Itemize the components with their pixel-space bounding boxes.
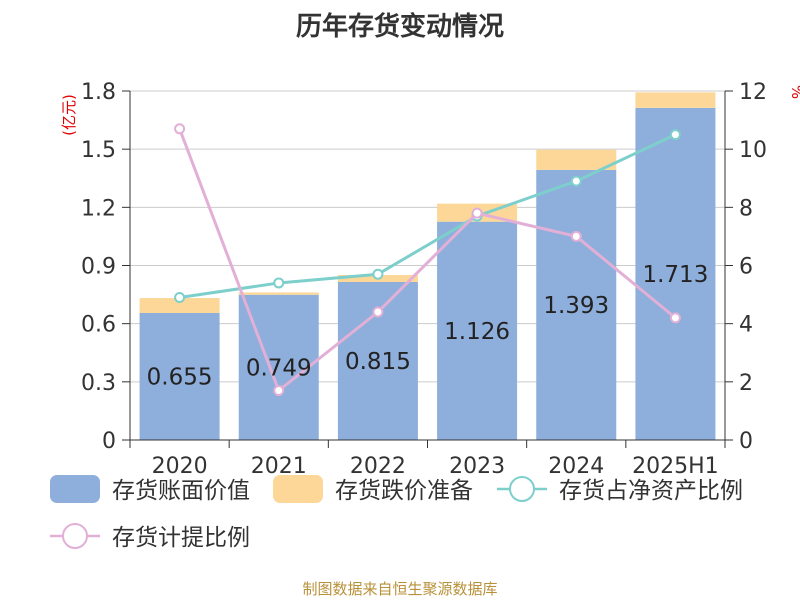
bar-inventory-impairment-provision: [139, 298, 220, 314]
left-tick-label: 1.5: [81, 138, 116, 163]
point-inventory-to-net-assets: [669, 129, 681, 141]
x-tick-label: 2021: [251, 454, 307, 479]
right-tick-label: 2: [739, 371, 753, 396]
left-tick-label: 0.6: [81, 313, 116, 338]
bar-inventory-book-value: [437, 221, 518, 440]
right-tick-label: 12: [739, 80, 767, 105]
x-tick-label: 2020: [152, 454, 208, 479]
bar-value-label: 1.713: [642, 262, 708, 288]
left-axis-unit: (亿元): [60, 94, 78, 136]
data-labels: 0.655 0.749 0.815 1.126 1.393 1.713: [147, 262, 709, 391]
legend-swatch: [273, 475, 323, 503]
bar-value-label: 0.655: [147, 365, 213, 391]
bar-inventory-book-value: [635, 107, 716, 440]
legend-marker: [509, 476, 535, 502]
point-inventory-to-net-assets: [174, 291, 186, 303]
x-tick-label: 2023: [449, 454, 505, 479]
point-provision-ratio: [471, 207, 483, 219]
legend-marker: [62, 523, 88, 549]
bar-value-label: 0.815: [345, 349, 411, 375]
x-tick-label: 2024: [548, 454, 604, 479]
bar-inventory-book-value: [536, 169, 617, 440]
bar-inventory-impairment-provision: [536, 149, 617, 170]
x-tick-label: 2025H1: [632, 454, 719, 479]
legend-label: 存货账面价值: [112, 478, 250, 504]
bar-series: [139, 92, 716, 440]
right-tick-label: 6: [739, 255, 753, 280]
left-tick-label: 0: [102, 429, 116, 454]
point-inventory-to-net-assets: [273, 277, 285, 289]
legend-swatch: [50, 475, 100, 503]
bar-inventory-impairment-provision: [635, 92, 716, 108]
bar-value-label: 1.126: [444, 319, 510, 345]
left-tick-label: 1.8: [81, 80, 116, 105]
line-series: [174, 123, 681, 397]
line-inventory-to-net-assets: [179, 133, 677, 299]
right-axis-unit: %: [788, 85, 800, 99]
source-note: 制图数据来自恒生聚源数据库: [302, 580, 498, 598]
right-tick-label: 4: [739, 313, 753, 338]
chart-title: 历年存货变动情况: [295, 12, 504, 42]
bar-value-label: 0.749: [246, 355, 312, 381]
bar-inventory-impairment-provision: [238, 292, 319, 295]
legend-label: 存货跌价准备: [335, 478, 473, 504]
left-tick-label: 1.2: [81, 196, 116, 221]
line-provision-ratio: [178, 128, 677, 394]
right-tick-label: 0: [739, 429, 753, 454]
right-tick-label: 8: [739, 196, 753, 221]
left-tick-label: 0.9: [81, 255, 116, 280]
point-provision-ratio: [372, 306, 384, 318]
point-inventory-to-net-assets: [570, 175, 582, 187]
right-tick-label: 10: [739, 138, 767, 163]
point-provision-ratio: [174, 123, 186, 135]
point-inventory-to-net-assets: [372, 268, 384, 280]
bar-value-label: 1.393: [543, 293, 609, 319]
point-provision-ratio: [273, 385, 285, 397]
x-tick-label: 2022: [350, 454, 406, 479]
left-tick-label: 0.3: [81, 371, 116, 396]
point-provision-ratio: [570, 230, 582, 242]
axes: 0 0.3 0.6 0.9 1.2 1.5 1.8 0 2 4 6 8 10 12 2020 2021 2022…: [60, 80, 800, 479]
legend-label: 存货占净资产比例: [559, 478, 743, 504]
bar-inventory-book-value: [139, 313, 220, 440]
point-provision-ratio: [669, 312, 681, 324]
legend-label: 存货计提比例: [112, 525, 250, 551]
